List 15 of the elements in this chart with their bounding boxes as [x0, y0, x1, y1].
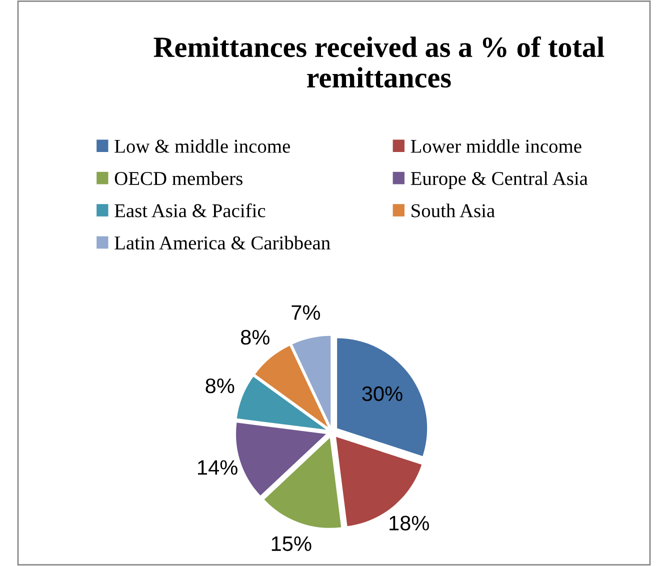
legend-label: Latin America & Caribbean — [114, 236, 330, 250]
legend-label: Lower middle income — [410, 139, 582, 153]
data-label: 7% — [292, 305, 320, 320]
legend-label: Europe & Central Asia — [410, 171, 588, 190]
legend-label: OECD members — [114, 171, 242, 186]
chart-title: Remittances received as a % of total remittances — [154, 36, 604, 88]
legend-label: Low & middle income — [114, 139, 290, 153]
data-label: 14% — [198, 460, 238, 475]
legend-label: South Asia — [412, 204, 495, 218]
data-label: 30% — [362, 386, 402, 402]
data-label: 8% — [240, 330, 270, 345]
data-label: 8% — [206, 378, 234, 394]
legend-label: East Asia & Pacific — [114, 203, 266, 218]
data-label: 18% — [390, 516, 429, 531]
data-label: 15% — [272, 536, 312, 552]
